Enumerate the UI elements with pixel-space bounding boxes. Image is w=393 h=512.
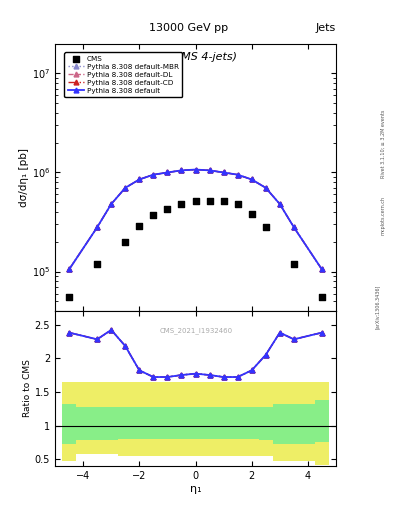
Pythia 8.308 default (320, 266, 324, 272)
Pythia 8.308 default (292, 224, 296, 230)
CMS (235, 200, 241, 208)
Pythia 8.308 default-CD (109, 201, 114, 207)
Pythia 8.308 default-MBR (250, 177, 254, 183)
CMS (206, 197, 213, 205)
Pythia 8.308 default-CD (123, 185, 128, 191)
Pythia 8.308 default-DL (250, 177, 254, 183)
Pythia 8.308 default (235, 172, 240, 178)
Line: Pythia 8.308 default: Pythia 8.308 default (67, 167, 324, 272)
Pythia 8.308 default (250, 177, 254, 183)
CMS (150, 211, 156, 219)
Text: Rivet 3.1.10; ≥ 3.2M events: Rivet 3.1.10; ≥ 3.2M events (381, 109, 386, 178)
Pythia 8.308 default-CD (151, 172, 156, 178)
Pythia 8.308 default-MBR (193, 166, 198, 173)
Pythia 8.308 default-MBR (207, 167, 212, 174)
Text: mcplots.cern.ch: mcplots.cern.ch (381, 196, 386, 234)
Y-axis label: Ratio to CMS: Ratio to CMS (23, 359, 32, 417)
Pythia 8.308 default-MBR (137, 177, 142, 183)
CMS (263, 223, 269, 231)
Text: [arXiv:1306.3436]: [arXiv:1306.3436] (375, 285, 380, 329)
Pythia 8.308 default-CD (67, 266, 72, 272)
Pythia 8.308 default-DL (165, 169, 170, 176)
Pythia 8.308 default-MBR (123, 185, 128, 191)
Legend: CMS, Pythia 8.308 default-MBR, Pythia 8.308 default-DL, Pythia 8.308 default-CD,: CMS, Pythia 8.308 default-MBR, Pythia 8.… (64, 53, 182, 97)
X-axis label: η₁: η₁ (190, 483, 201, 494)
Pythia 8.308 default-DL (137, 177, 142, 183)
Pythia 8.308 default-DL (263, 185, 268, 191)
Pythia 8.308 default (179, 167, 184, 174)
Pythia 8.308 default (109, 201, 114, 207)
CMS (164, 205, 171, 213)
Pythia 8.308 default-DL (207, 167, 212, 174)
Pythia 8.308 default-CD (235, 172, 240, 178)
Pythia 8.308 default-DL (320, 266, 324, 272)
Pythia 8.308 default-DL (179, 167, 184, 174)
Pythia 8.308 default-CD (292, 224, 296, 230)
Pythia 8.308 default-CD (193, 166, 198, 173)
Text: η¹ (CMS 4-jets): η¹ (CMS 4-jets) (154, 52, 237, 61)
Pythia 8.308 default-MBR (165, 169, 170, 176)
Pythia 8.308 default (151, 172, 156, 178)
Pythia 8.308 default-CD (95, 224, 99, 230)
Pythia 8.308 default-DL (292, 224, 296, 230)
CMS (94, 260, 100, 268)
Pythia 8.308 default-DL (221, 169, 226, 176)
Pythia 8.308 default-MBR (109, 201, 114, 207)
Pythia 8.308 default (165, 169, 170, 176)
Pythia 8.308 default-CD (165, 169, 170, 176)
Pythia 8.308 default-CD (250, 177, 254, 183)
Pythia 8.308 default-CD (277, 201, 282, 207)
Line: Pythia 8.308 default-CD: Pythia 8.308 default-CD (67, 167, 324, 272)
Pythia 8.308 default-MBR (151, 172, 156, 178)
Pythia 8.308 default-CD (263, 185, 268, 191)
Pythia 8.308 default (207, 167, 212, 174)
Pythia 8.308 default-DL (67, 266, 72, 272)
Pythia 8.308 default-MBR (95, 224, 99, 230)
CMS (66, 293, 72, 302)
CMS (136, 222, 143, 230)
Pythia 8.308 default-CD (137, 177, 142, 183)
Pythia 8.308 default-MBR (235, 172, 240, 178)
Pythia 8.308 default-DL (235, 172, 240, 178)
Pythia 8.308 default (263, 185, 268, 191)
Pythia 8.308 default-DL (109, 201, 114, 207)
Pythia 8.308 default (123, 185, 128, 191)
Line: Pythia 8.308 default-DL: Pythia 8.308 default-DL (67, 167, 324, 272)
CMS (122, 238, 129, 246)
Pythia 8.308 default-DL (95, 224, 99, 230)
CMS (220, 197, 227, 205)
Pythia 8.308 default (277, 201, 282, 207)
Pythia 8.308 default-CD (320, 266, 324, 272)
Pythia 8.308 default (137, 177, 142, 183)
Pythia 8.308 default-DL (277, 201, 282, 207)
Pythia 8.308 default (95, 224, 99, 230)
Text: CMS_2021_I1932460: CMS_2021_I1932460 (160, 327, 233, 334)
Pythia 8.308 default-MBR (263, 185, 268, 191)
Pythia 8.308 default-MBR (292, 224, 296, 230)
Pythia 8.308 default-DL (123, 185, 128, 191)
Pythia 8.308 default (221, 169, 226, 176)
Pythia 8.308 default-DL (193, 166, 198, 173)
CMS (291, 260, 297, 268)
Text: 13000 GeV pp: 13000 GeV pp (149, 23, 228, 33)
CMS (193, 197, 199, 205)
CMS (178, 200, 185, 208)
Pythia 8.308 default-CD (179, 167, 184, 174)
Pythia 8.308 default-CD (221, 169, 226, 176)
Pythia 8.308 default (193, 166, 198, 173)
Text: Jets: Jets (316, 23, 336, 33)
CMS (319, 293, 325, 302)
Pythia 8.308 default-MBR (67, 266, 72, 272)
Line: Pythia 8.308 default-MBR: Pythia 8.308 default-MBR (67, 167, 324, 272)
Pythia 8.308 default-MBR (179, 167, 184, 174)
Y-axis label: dσ/dη₁ [pb]: dσ/dη₁ [pb] (19, 148, 29, 207)
Pythia 8.308 default-CD (207, 167, 212, 174)
CMS (249, 210, 255, 218)
Pythia 8.308 default-DL (151, 172, 156, 178)
Pythia 8.308 default (67, 266, 72, 272)
Pythia 8.308 default-MBR (221, 169, 226, 176)
Pythia 8.308 default-MBR (320, 266, 324, 272)
Pythia 8.308 default-MBR (277, 201, 282, 207)
